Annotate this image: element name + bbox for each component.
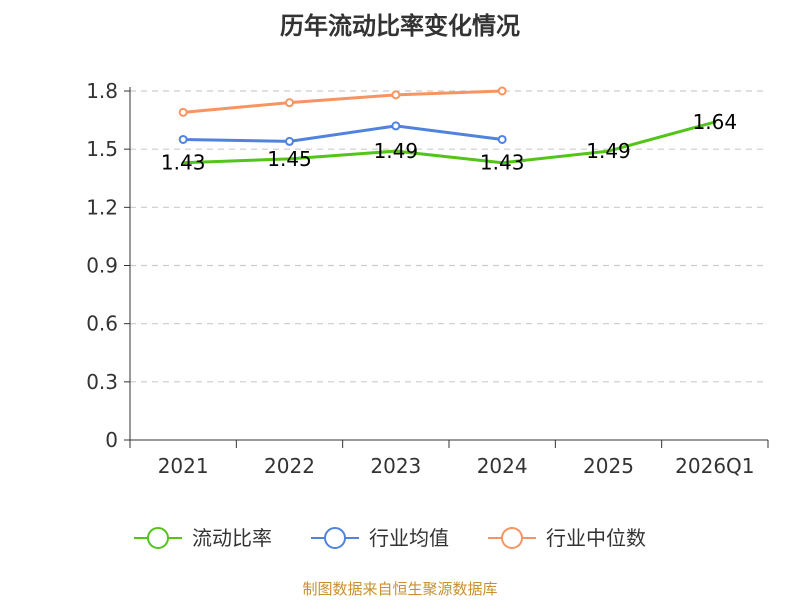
data-label: 1.64 xyxy=(693,110,738,134)
data-label: 1.45 xyxy=(267,147,312,171)
series-line xyxy=(183,120,716,165)
data-point xyxy=(713,120,717,124)
y-tick-label: 0.9 xyxy=(86,254,118,278)
series-lines xyxy=(178,86,717,165)
data-label: 1.43 xyxy=(161,151,206,175)
y-tick-label: 0 xyxy=(105,428,118,452)
y-tick-label: 0.3 xyxy=(86,370,118,394)
chart-title: 历年流动比率变化情况 xyxy=(280,12,520,40)
legend-marker xyxy=(324,527,346,549)
source-note: 制图数据来自恒生聚源数据库 xyxy=(302,580,498,598)
data-point xyxy=(285,136,294,146)
y-tick-label: 1.2 xyxy=(86,195,118,219)
axes: 0 0.3 0.6 0.9 1.2 1.5 1.8 2021 2022 2023 2024 2025 2… xyxy=(86,79,769,478)
x-tick-label: 2025 xyxy=(583,454,634,478)
legend-marker xyxy=(147,527,169,549)
data-label: 1.49 xyxy=(374,139,419,163)
data-point xyxy=(497,86,507,96)
x-tick-label: 2021 xyxy=(158,454,209,478)
data-label: 1.49 xyxy=(586,139,631,163)
data-point xyxy=(500,161,504,165)
data-point xyxy=(497,134,507,144)
legend-marker xyxy=(501,527,523,549)
y-tick-label: 1.5 xyxy=(86,137,118,161)
series-line xyxy=(183,124,503,143)
data-point xyxy=(394,149,398,153)
data-point xyxy=(181,161,185,165)
data-point xyxy=(391,90,401,100)
data-labels: 1.43 1.45 1.49 1.43 1.49 1.64 xyxy=(161,110,737,175)
legend-label: 行业中位数 xyxy=(546,526,646,550)
x-tick-label: 2022 xyxy=(264,454,315,478)
x-tick-label: 2023 xyxy=(370,454,421,478)
series-line xyxy=(183,89,503,114)
data-point xyxy=(178,134,188,144)
data-label: 1.43 xyxy=(480,151,525,175)
legend: 流动比率 行业均值 行业中位数 xyxy=(134,526,646,550)
data-point xyxy=(391,121,401,131)
x-tick-label: 2024 xyxy=(477,454,528,478)
y-tick-label: 1.8 xyxy=(86,79,118,103)
legend-label: 流动比率 xyxy=(192,526,272,550)
data-point xyxy=(178,107,188,117)
y-tick-label: 0.6 xyxy=(86,312,118,336)
data-point xyxy=(288,157,291,161)
grid-lines xyxy=(130,90,768,383)
x-tick-label: 2026Q1 xyxy=(675,454,754,478)
legend-label: 行业均值 xyxy=(369,526,449,550)
data-point xyxy=(607,149,610,153)
data-point xyxy=(285,98,294,108)
